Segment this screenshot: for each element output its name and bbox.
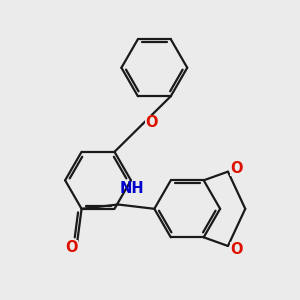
Text: O: O — [230, 242, 243, 257]
Text: O: O — [230, 161, 243, 176]
Text: NH: NH — [120, 181, 144, 196]
Text: O: O — [65, 240, 77, 255]
Text: O: O — [145, 115, 158, 130]
